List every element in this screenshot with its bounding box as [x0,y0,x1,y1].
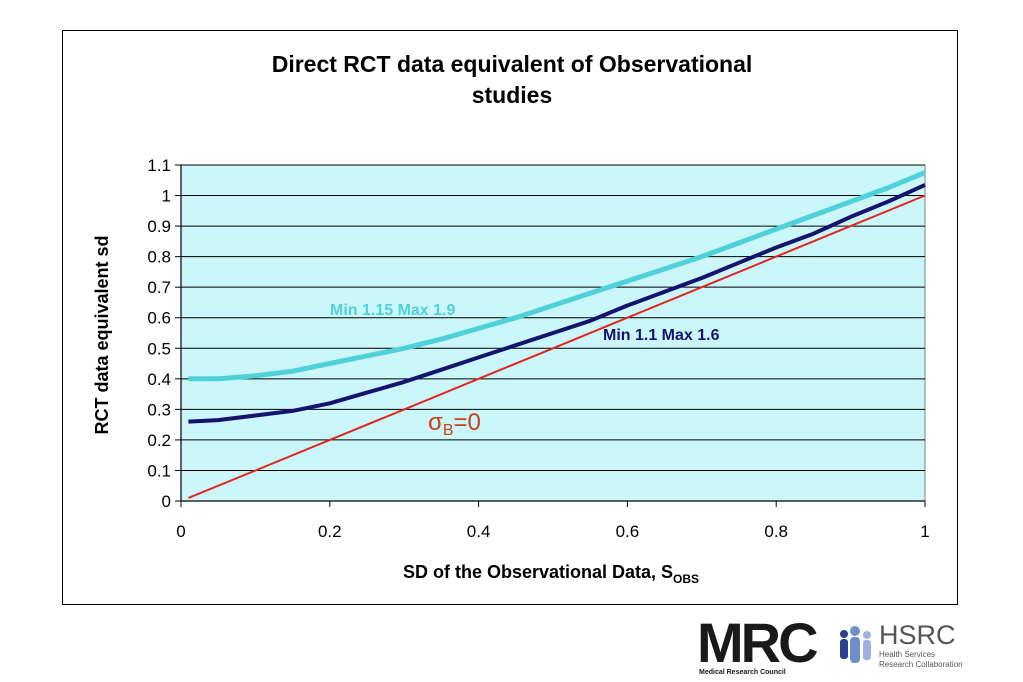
y-axis-label: RCT data equivalent sd [92,235,112,434]
series-label-navy: Min 1.1 Max 1.6 [603,327,720,344]
series-line-0 [188,170,926,382]
series-label-cyan: Min 1.15 Max 1.9 [330,302,455,319]
hsrc-logo-subtitle: Health Services Research Collaboration [879,650,963,670]
x-tick-label: 0.6 [616,522,640,541]
y-tick-label: 1.1 [147,156,171,175]
logo-area: MRC Medical Research Council HSRC Health… [693,612,993,680]
sigma-subscript: B [443,422,454,439]
x-axis-label-subscript: OBS [673,572,699,586]
x-axis-label: SD of the Observational Data, SOBS [403,562,699,586]
y-tick-label: 0 [162,492,171,511]
series-line-2 [188,194,926,499]
hsrc-people-icon [840,626,871,663]
x-tick-label: 0 [176,522,185,541]
y-tick-label: 0.9 [147,217,171,236]
x-tick-label: 0.8 [764,522,788,541]
y-tick-label: 0.2 [147,431,171,450]
series-label-red: σB=0 [428,409,481,439]
y-tick-label: 0.7 [147,278,171,297]
y-tick-label: 1 [162,187,171,206]
y-tick-label: 0.5 [147,339,171,358]
plot-area: 0 0.1 0.2 0.3 0.4 0.5 0.6 0.7 0.8 0.9 1 1.1 0 0.2 0.4 0… [147,156,929,541]
chart-frame [62,30,958,605]
hsrc-subtitle-line1: Health Services [879,650,936,659]
chart-title-line1: Direct RCT data equivalent of Observatio… [272,51,753,77]
mrc-logo-subtitle: Medical Research Council [699,669,786,676]
x-tick-label: 0.4 [467,522,491,541]
x-tick-label: 0.2 [318,522,342,541]
sigma-symbol: σ [428,409,443,436]
hsrc-logo: HSRC [879,620,956,650]
x-tick-label: 1 [920,522,929,541]
chart-title-line2: studies [472,82,553,108]
series-line-1 [188,183,926,424]
mrc-logo: MRC [697,611,819,674]
y-tick-label: 0.3 [147,400,171,419]
y-tick-label: 0.6 [147,309,171,328]
x-axis-label-main: SD of the Observational Data, S [403,562,673,582]
y-tick-label: 0.1 [147,461,171,480]
y-tick-label: 0.8 [147,248,171,267]
hsrc-subtitle-line2: Research Collaboration [879,660,963,669]
y-tick-label: 0.4 [147,370,171,389]
sigma-value: =0 [453,409,480,436]
